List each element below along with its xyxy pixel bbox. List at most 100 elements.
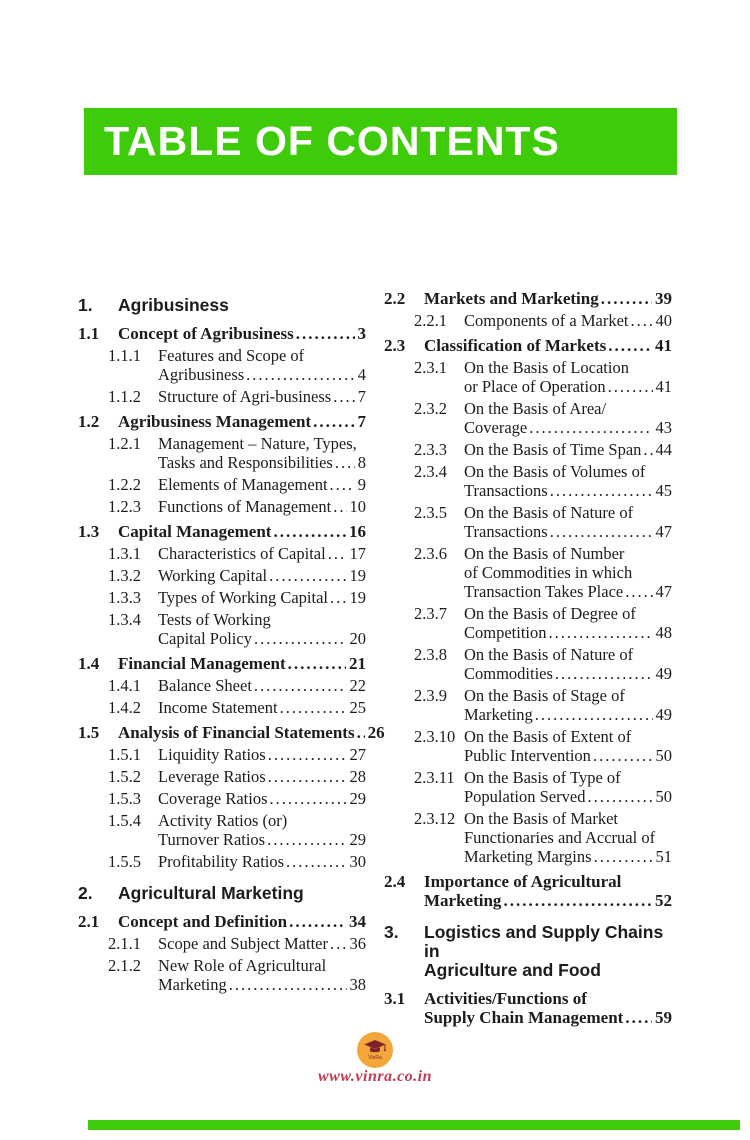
toc-page-number: 47 xyxy=(655,582,673,601)
toc-page-number: 28 xyxy=(349,767,367,786)
toc-page-number: 43 xyxy=(655,418,673,437)
toc-entry-number: 1.1.2 xyxy=(108,387,141,406)
dot-leader xyxy=(335,453,355,472)
toc-page-number: 4 xyxy=(357,365,366,384)
dot-leader xyxy=(333,387,355,406)
toc-entry-text: Coverage Ratios29 xyxy=(158,789,366,808)
toc-page-number: 40 xyxy=(655,311,673,330)
toc-entry-number: 2.3.6 xyxy=(414,544,447,563)
toc-entry-text: Features and Scope ofAgribusiness4 xyxy=(158,346,366,384)
toc-entry-1-4: 1.4 Financial Management21 xyxy=(78,654,366,673)
toc-entry-number: 2.3.7 xyxy=(414,604,447,623)
dot-leader xyxy=(608,336,652,355)
dot-leader xyxy=(268,767,347,786)
toc-entry-2-3-9: 2.3.9 On the Basis of Stage ofMarketing49 xyxy=(384,686,672,724)
toc-page-number: 29 xyxy=(349,789,367,808)
toc-entry-number: 2.3 xyxy=(384,336,406,355)
dot-leader xyxy=(254,676,347,695)
toc-entry-number: 2.1.2 xyxy=(108,956,141,975)
toc-entry-2-3-3: 2.3.3 On the Basis of Time Span44 xyxy=(384,440,672,459)
toc-entry-number: 1.2.1 xyxy=(108,434,141,453)
toc-entry-text: On the Basis of Market Functionaries and … xyxy=(464,809,672,866)
dot-leader xyxy=(288,654,346,673)
toc-page-number: 41 xyxy=(655,377,673,396)
toc-entry-number: 2.3.2 xyxy=(414,399,447,418)
toc-entry-number: 3. xyxy=(384,922,399,942)
toc-entry-text: Classification of Markets41 xyxy=(424,336,672,355)
toc-entry-text: On the Basis of Nature ofTransactions47 xyxy=(464,503,672,541)
toc-page-number: 45 xyxy=(655,481,673,500)
toc-entry-1-2-2: 1.2.2 Elements of Management9 xyxy=(78,475,366,494)
publisher-logo-text: VinRa xyxy=(368,1054,382,1061)
toc-page-number: 51 xyxy=(655,847,673,866)
toc-page-number: 50 xyxy=(655,787,673,806)
toc-entry-number: 2.3.4 xyxy=(414,462,447,481)
dot-leader xyxy=(328,544,347,563)
toc-entry-1-3-1: 1.3.1 Characteristics of Capital17 xyxy=(78,544,366,563)
dot-leader xyxy=(330,588,347,607)
toc-entry-text: Financial Management21 xyxy=(118,654,366,673)
dot-leader xyxy=(286,852,346,871)
toc-entry-1-5-5: 1.5.5 Profitability Ratios30 xyxy=(78,852,366,871)
toc-entry-number: 1.5.4 xyxy=(108,811,141,830)
dot-leader xyxy=(593,746,653,765)
toc-entry-2-3-10: 2.3.10 On the Basis of Extent of Public In… xyxy=(384,727,672,765)
toc-page-number: 8 xyxy=(357,453,366,472)
toc-entry-text: On the Basis of Volumes ofTransactions45 xyxy=(464,462,672,500)
dot-leader xyxy=(333,497,346,516)
toc-columns: 1. Agribusiness 1.1 Concept of Agribusiness… xyxy=(78,283,672,1030)
toc-entry-2-1-1: 2.1.1 Scope and Subject Matter36 xyxy=(78,934,366,953)
toc-entry-2-3-5: 2.3.5 On the Basis of Nature of Transactio… xyxy=(384,503,672,541)
toc-entry-1-4-1: 1.4.1 Balance Sheet22 xyxy=(78,676,366,695)
graduation-cap-icon xyxy=(364,1039,386,1052)
dot-leader xyxy=(550,481,653,500)
toc-entry-number: 1.3 xyxy=(78,522,100,541)
dot-leader xyxy=(594,847,653,866)
toc-page-number: 34 xyxy=(349,912,366,931)
dot-leader xyxy=(269,566,346,585)
toc-entry-2-3-6: 2.3.6 On the Basis of Number of Commoditie… xyxy=(384,544,672,601)
toc-entry-text: Elements of Management9 xyxy=(158,475,366,494)
toc-entry-text: Income Statement25 xyxy=(158,698,366,717)
toc-entry-number: 1.1 xyxy=(78,324,100,343)
toc-entry-number: 1.3.3 xyxy=(108,588,141,607)
toc-entry-number: 2.4 xyxy=(384,872,406,891)
toc-entry-2-1: 2.1 Concept and Definition34 xyxy=(78,912,366,931)
bottom-green-rule xyxy=(88,1120,740,1130)
toc-entry-number: 2.3.8 xyxy=(414,645,447,664)
toc-page-number: 19 xyxy=(349,588,367,607)
toc-entry-text: On the Basis of Degree ofCompetition48 xyxy=(464,604,672,642)
toc-entry-2: 2. Agricultural Marketing xyxy=(78,884,366,903)
toc-entry-number: 1.4.1 xyxy=(108,676,141,695)
toc-entry-number: 1.4.2 xyxy=(108,698,141,717)
toc-entry-number: 1.2 xyxy=(78,412,100,431)
toc-entry-number: 1.5.1 xyxy=(108,745,141,764)
toc-entry-text: On the Basis of Type of Population Served… xyxy=(464,768,672,806)
toc-page-number: 3 xyxy=(357,324,367,343)
toc-entry-number: 2.3.5 xyxy=(414,503,447,522)
toc-entry-number: 2.1 xyxy=(78,912,100,931)
toc-entry-2-3-4: 2.3.4 On the Basis of Volumes of Transacti… xyxy=(384,462,672,500)
toc-page-number: 22 xyxy=(349,676,367,695)
toc-page-number: 41 xyxy=(655,336,672,355)
toc-entry-1-1-1: 1.1.1 Features and Scope ofAgribusiness4 xyxy=(78,346,366,384)
toc-entry-number: 2.3.3 xyxy=(414,440,447,459)
dot-leader xyxy=(229,975,347,994)
toc-entry-text: Importance of AgriculturalMarketing52 xyxy=(424,872,672,910)
dot-leader xyxy=(608,377,653,396)
toc-entry-1: 1. Agribusiness xyxy=(78,296,366,315)
toc-page-number: 20 xyxy=(349,629,367,648)
toc-entry-text: On the Basis of Stage ofMarketing49 xyxy=(464,686,672,724)
toc-column-right: 2.2 Markets and Marketing39 2.2.1 Component… xyxy=(384,283,672,1030)
toc-entry-1-5-2: 1.5.2 Leverage Ratios28 xyxy=(78,767,366,786)
toc-page-number: 36 xyxy=(349,934,367,953)
toc-entry-2-3-7: 2.3.7 On the Basis of Degree of Competitio… xyxy=(384,604,672,642)
toc-page-number: 29 xyxy=(349,830,367,849)
toc-page-number: 38 xyxy=(349,975,367,994)
toc-entry-text: Activities/Functions of Supply Chain Mana… xyxy=(424,989,672,1027)
dot-leader xyxy=(625,1008,652,1027)
toc-entry-text: On the Basis of Area/Coverage43 xyxy=(464,399,672,437)
toc-page-number: 17 xyxy=(349,544,367,563)
toc-entry-text: On the Basis of Location or Place of Oper… xyxy=(464,358,672,396)
